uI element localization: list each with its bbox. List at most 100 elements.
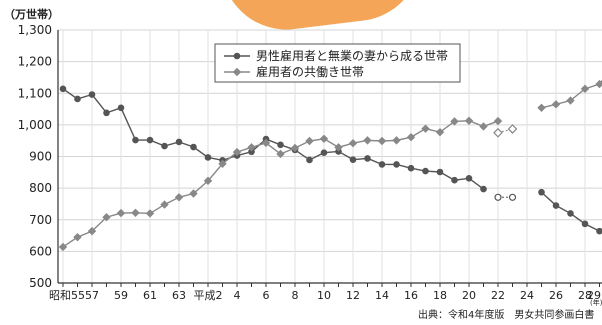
x-tick-label: 10 xyxy=(317,289,331,302)
data-point xyxy=(306,156,313,164)
x-tick-label: 6 xyxy=(263,289,270,302)
source-caption: 出典：令和4年度版 男女共同参画白書 xyxy=(418,310,595,321)
data-point xyxy=(320,149,328,157)
data-point xyxy=(392,136,401,145)
data-point xyxy=(436,168,444,176)
x-axis-unit: (年) xyxy=(590,299,602,307)
data-point xyxy=(145,209,155,218)
grid-and-axes xyxy=(57,29,602,287)
series-line xyxy=(62,120,499,248)
data-point xyxy=(190,143,197,151)
x-tick-label: 28 xyxy=(578,289,592,302)
x-tick-label: 61 xyxy=(143,289,157,302)
data-point xyxy=(364,155,371,162)
data-point xyxy=(378,161,386,168)
y-tick-label: 1,100 xyxy=(18,86,52,100)
data-point xyxy=(247,143,256,152)
data-point xyxy=(451,176,458,184)
data-point xyxy=(74,95,81,103)
data-point xyxy=(406,133,416,142)
data-point xyxy=(319,134,329,143)
data-point xyxy=(174,193,184,202)
data-point xyxy=(493,116,503,126)
x-tick-label: 59 xyxy=(114,289,128,302)
data-point xyxy=(377,136,387,146)
data-point xyxy=(59,85,67,93)
data-point xyxy=(146,136,154,144)
y-axis-unit: （万世帯） xyxy=(4,7,59,21)
x-tick-label: 24 xyxy=(520,289,534,302)
data-point xyxy=(290,143,300,153)
data-point xyxy=(305,136,314,146)
x-tick-label: 14 xyxy=(375,289,389,302)
x-tick-label: 16 xyxy=(404,289,418,302)
y-tick-label: 900 xyxy=(29,150,52,164)
data-point xyxy=(465,175,473,182)
data-point xyxy=(160,200,169,209)
y-tick-label: 800 xyxy=(29,181,52,195)
data-point xyxy=(131,208,140,217)
data-point xyxy=(204,154,212,161)
y-tick-labels: 1,300 1,200 1,100 1,000 900 800 700 600 500 xyxy=(18,23,52,290)
data-point xyxy=(421,124,430,133)
data-point xyxy=(393,161,400,168)
data-point xyxy=(132,136,139,144)
data-point xyxy=(595,79,602,89)
legend-marker xyxy=(233,52,241,60)
data-point xyxy=(102,213,111,222)
y-tick-label: 700 xyxy=(29,213,52,227)
y-tick-label: 500 xyxy=(29,276,52,290)
data-point xyxy=(435,127,445,137)
estimated-point xyxy=(507,124,518,134)
data-point xyxy=(422,167,429,175)
data-point xyxy=(566,96,575,105)
estimated-point xyxy=(493,127,503,138)
y-tick-label: 1,200 xyxy=(18,55,52,69)
data-point xyxy=(348,139,358,148)
x-tick-label: 29 xyxy=(587,289,601,302)
data-point xyxy=(334,143,343,152)
x-tick-label: 63 xyxy=(172,289,186,302)
data-point xyxy=(203,176,213,186)
x-tick-label: 20 xyxy=(462,289,476,302)
legend-label: 雇用者の共働き世帯 xyxy=(256,64,364,79)
data-point xyxy=(349,156,357,163)
series-lines xyxy=(58,79,602,252)
data-point xyxy=(450,117,459,126)
data-point xyxy=(552,202,560,209)
legend-label: 男性雇用者と無業の妻から成る世帯 xyxy=(256,48,448,63)
data-point xyxy=(363,136,372,145)
data-point xyxy=(218,159,227,168)
data-point xyxy=(276,149,285,159)
x-tick-label: 18 xyxy=(433,289,447,302)
x-tick-label: 22 xyxy=(491,289,505,302)
data-point xyxy=(277,141,284,149)
data-point xyxy=(551,100,561,109)
data-point xyxy=(161,142,168,150)
data-point xyxy=(117,104,125,112)
estimated-point xyxy=(508,193,517,201)
data-point xyxy=(103,109,110,117)
data-point xyxy=(479,122,488,131)
y-tick-label: 1,000 xyxy=(18,118,52,132)
x-tick-label: 8 xyxy=(292,289,299,302)
data-point xyxy=(567,210,574,217)
legend-box xyxy=(214,43,461,83)
data-point xyxy=(116,208,126,218)
x-tick-label: 平成2 xyxy=(194,289,223,302)
y-tick-label: 600 xyxy=(29,244,52,258)
data-point xyxy=(581,220,589,228)
legend-marker xyxy=(232,67,242,77)
x-tick-label: 12 xyxy=(346,289,360,302)
data-point xyxy=(248,148,255,156)
data-point xyxy=(464,116,474,125)
data-point xyxy=(175,138,183,146)
data-point xyxy=(480,185,487,193)
x-tick-label: 昭和55 xyxy=(49,289,85,302)
data-point xyxy=(232,147,242,157)
data-point xyxy=(261,138,271,148)
data-point xyxy=(580,84,590,94)
